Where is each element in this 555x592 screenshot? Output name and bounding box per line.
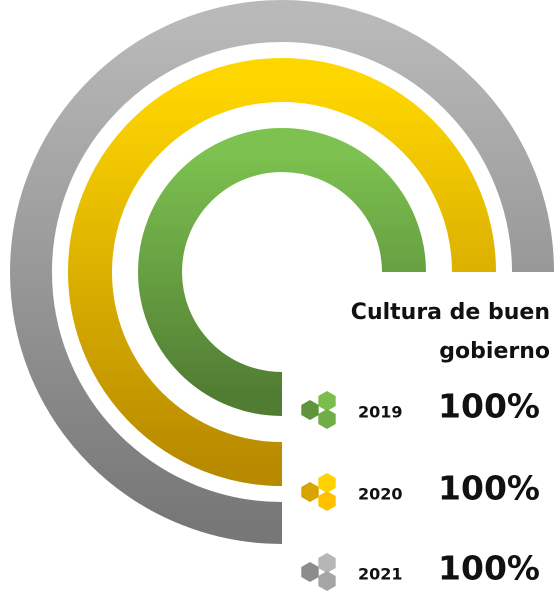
value-label: 100%: [438, 387, 540, 426]
arc-bar: [138, 128, 426, 416]
arc-bar: [68, 58, 496, 486]
legend-icon: [301, 391, 336, 429]
chart-title: gobierno: [439, 339, 550, 364]
legend-icon: [301, 553, 336, 591]
legend-label: 2020: [358, 485, 403, 504]
value-label: 100%: [438, 469, 540, 508]
arcs: [10, 0, 554, 544]
legend-icon: [301, 473, 336, 511]
value-label: 100%: [438, 549, 540, 588]
arc-bar: [10, 0, 554, 544]
legend-label: 2021: [358, 565, 403, 584]
chart-title: Cultura de buen: [351, 300, 550, 325]
legend-label: 2019: [358, 403, 403, 422]
